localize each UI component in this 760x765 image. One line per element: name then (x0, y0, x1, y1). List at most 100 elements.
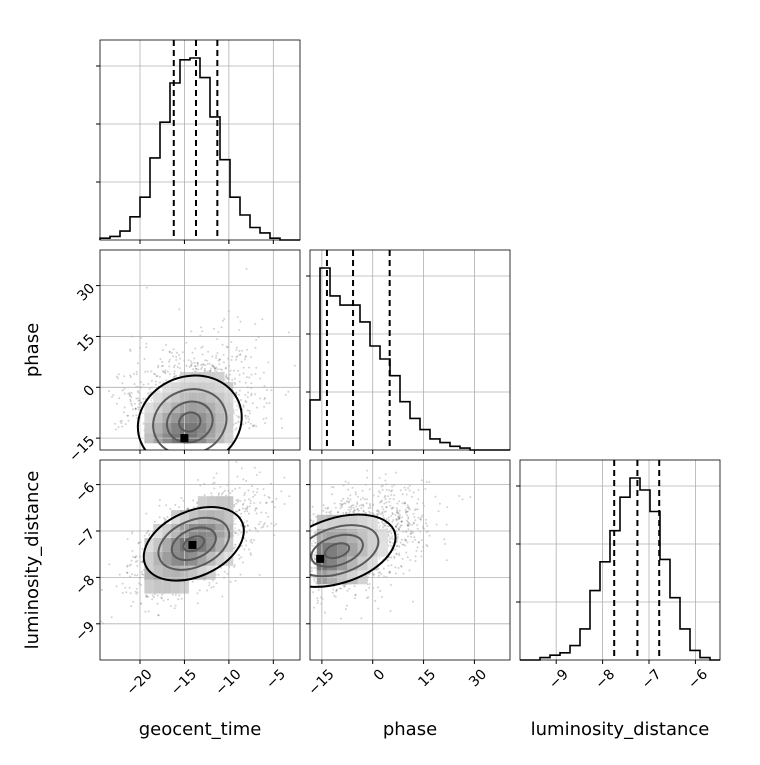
density-cell (215, 422, 225, 434)
density-cell (144, 422, 154, 434)
density-cell (206, 565, 216, 580)
contour-level-3 (152, 388, 228, 450)
density-cell (171, 538, 180, 552)
panel-frame-2-2 (519, 459, 721, 661)
contour-level-2 (165, 400, 214, 444)
density-cell (153, 551, 163, 566)
density-cell (326, 528, 338, 543)
density-cell (162, 412, 172, 423)
density-cell (347, 556, 358, 571)
contour-level-1 (178, 411, 202, 433)
density-cell (197, 372, 207, 383)
density-cell (144, 579, 154, 594)
density-cell (188, 422, 198, 434)
contour-level-4 (136, 374, 243, 450)
density-cell (162, 565, 172, 580)
density-cell (144, 551, 154, 566)
density-cell (326, 542, 338, 557)
density-cell (197, 392, 207, 403)
panel-frame-0-0 (99, 39, 301, 241)
density-cell (215, 402, 225, 413)
density-cell (162, 392, 172, 403)
density-cell (144, 565, 154, 580)
contour-level-3 (310, 524, 380, 578)
contours-geocent_time-luminosity_distance (142, 506, 245, 582)
y-axis-label-phase: phase (22, 323, 43, 377)
density-cell (215, 538, 225, 552)
density-cell (326, 514, 338, 529)
density-cell (144, 402, 154, 413)
density-cell (197, 412, 207, 423)
density-cell (206, 402, 216, 413)
panel-frame-1-2 (309, 459, 511, 661)
density-cell (357, 514, 368, 529)
panel-frame-0-2 (99, 459, 301, 661)
density-cell (197, 422, 207, 434)
density-cell (197, 496, 207, 511)
density-cell (153, 579, 163, 594)
histogram-phase (309, 267, 510, 451)
x-axis-label-phase: phase (383, 719, 437, 740)
density-cell (171, 579, 180, 594)
density-cell (153, 412, 163, 423)
density-cell (171, 392, 180, 403)
contours-geocent_time-phase (136, 374, 243, 450)
density-cell (197, 551, 207, 566)
contour-level-4 (310, 513, 397, 588)
density-peak (316, 554, 325, 563)
density-cell (153, 538, 163, 552)
density-cell (206, 392, 216, 403)
density-peak (180, 434, 189, 443)
density-cell (197, 565, 207, 580)
histogram-luminosity_distance (520, 477, 720, 661)
contour-level-1 (324, 542, 351, 560)
density-cell (215, 551, 225, 566)
density-cell (171, 422, 180, 434)
density-cell (215, 372, 225, 383)
density-cell (347, 514, 358, 529)
density-cell (215, 496, 225, 511)
density-cell (188, 372, 198, 383)
x-axis-label-luminosity-distance: luminosity_distance (531, 719, 710, 740)
density-cell (206, 551, 216, 566)
density-cell (357, 528, 368, 543)
density-cell (144, 412, 154, 423)
density-cell (171, 551, 180, 566)
density-cell (162, 551, 172, 566)
density-cell (153, 565, 163, 580)
density-cell (337, 542, 348, 557)
density-cell (215, 412, 225, 423)
density-cell (337, 514, 348, 529)
density-cell (153, 392, 163, 403)
density-cell (188, 402, 198, 413)
panel-frame-1-1 (309, 249, 511, 451)
density-cell (206, 496, 216, 511)
density-cell (162, 402, 172, 413)
contour-level-2 (170, 526, 217, 562)
density-cell (206, 510, 216, 524)
contour-level-2 (310, 533, 364, 568)
density-cell (144, 538, 154, 552)
density-cell (215, 510, 225, 524)
density-cell (377, 542, 388, 557)
density-cell (188, 510, 198, 524)
density-cell (188, 412, 198, 423)
panel-frame-0-1 (99, 249, 301, 451)
density-cell (206, 538, 216, 552)
density-cell (347, 542, 358, 557)
density-cell (162, 538, 172, 552)
density-cell (197, 402, 207, 413)
density-peak (188, 540, 197, 549)
histogram-geocent_time (99, 57, 300, 241)
contour-level-1 (182, 535, 206, 553)
density-cell (215, 392, 225, 403)
density-cell (188, 392, 198, 403)
x-axis-label-geocent-time: geocent_time (139, 719, 262, 740)
density-cell (377, 528, 388, 543)
density-cell (162, 579, 172, 594)
density-cell (171, 565, 180, 580)
density-cell (206, 412, 216, 423)
density-cell (188, 565, 198, 580)
